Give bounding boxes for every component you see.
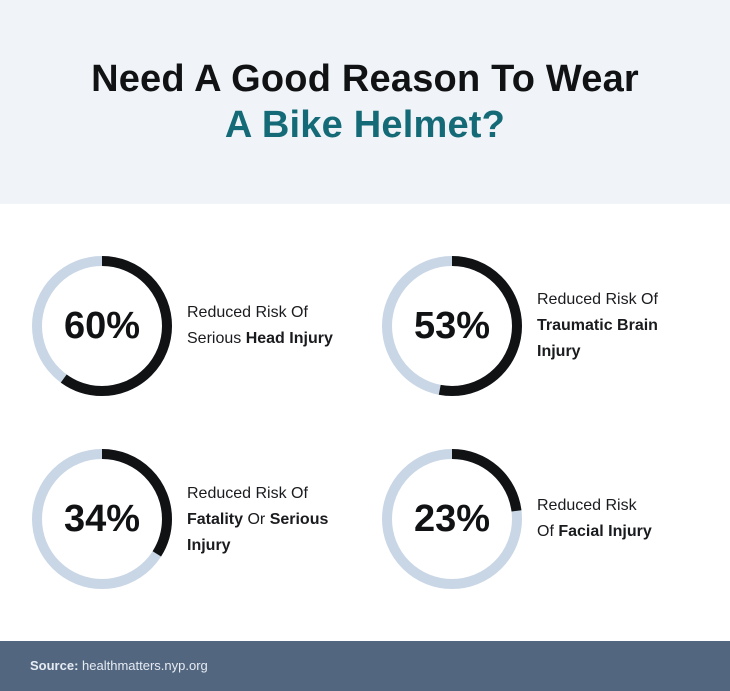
percent-label: 60% (63, 304, 141, 347)
desc-line: Reduced Risk (537, 497, 637, 514)
desc-line: Reduced Risk Of (187, 485, 308, 502)
desc-bold: Head Injury (245, 330, 333, 347)
stat-description: Reduced Risk Of Fatality Or Serious Inju… (187, 481, 357, 559)
footer-source: Source: healthmatters.nyp.org (0, 641, 730, 691)
stat-description: Reduced Risk Of Serious Head Injury (187, 300, 367, 352)
donut-chart (382, 256, 522, 396)
stat-description: Reduced Risk Of Traumatic Brain Injury (537, 287, 687, 365)
page-title: Need A Good Reason To Wear A Bike Helmet… (0, 56, 730, 148)
desc-line: Reduced Risk Of (537, 291, 658, 308)
desc-text: Of (537, 523, 559, 540)
desc-bold: Traumatic Brain Injury (537, 317, 658, 360)
percent-label: 34% (63, 497, 141, 540)
desc-bold: Fatality (187, 511, 244, 528)
donut-fill (382, 449, 522, 589)
donut-fill (32, 449, 172, 589)
donut-fill (382, 256, 522, 396)
title-line-1: Need A Good Reason To Wear (91, 58, 639, 100)
source-label: Source: (30, 658, 79, 673)
donut-fill (32, 256, 172, 396)
stat-description: Reduced Risk Of Facial Injury (537, 493, 717, 545)
header-band (0, 0, 730, 204)
donut-chart (32, 449, 172, 589)
percent-label: 53% (413, 304, 491, 347)
desc-bold: Serious Injury (187, 511, 329, 554)
percent-label: 23% (413, 497, 491, 540)
donut-chart (382, 449, 522, 589)
source-link[interactable]: healthmatters.nyp.org (78, 658, 208, 673)
title-line-2: A Bike Helmet? (224, 104, 506, 146)
desc-text: Serious (187, 330, 246, 347)
desc-bold: Facial Injury (558, 523, 652, 540)
donut-chart (32, 256, 172, 396)
desc-text: Or (243, 511, 270, 528)
desc-line: Reduced Risk Of (187, 304, 308, 321)
